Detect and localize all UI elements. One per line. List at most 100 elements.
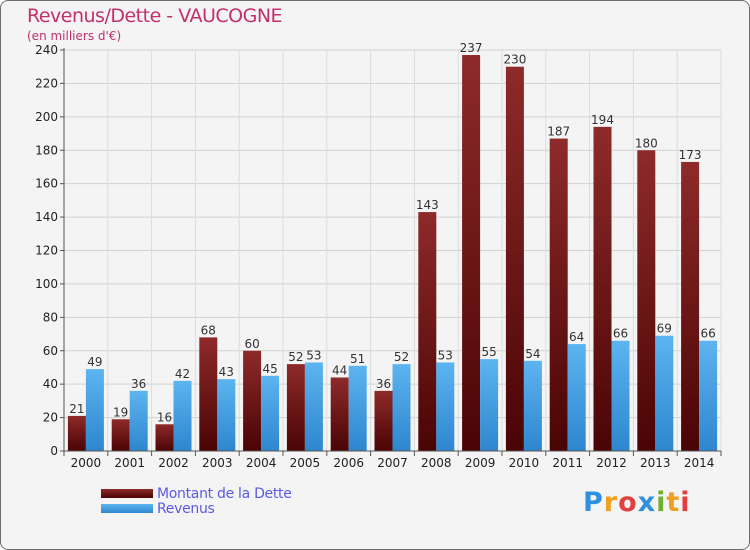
y-tick-label: 40	[43, 377, 58, 391]
legend-label-revenue: Revenus	[157, 500, 215, 517]
bar-revenue	[129, 390, 148, 451]
y-tick-label: 0	[50, 444, 58, 458]
legend: Montant de la Dette Revenus	[101, 485, 292, 517]
bar-revenue	[480, 359, 499, 451]
logo-letter: P	[583, 487, 604, 518]
bar-revenue-value-label: 53	[306, 348, 321, 362]
proxiti-logo: Proxiti	[583, 487, 691, 518]
bar-revenue	[261, 375, 280, 451]
x-tick-label: 2001	[114, 456, 145, 470]
bar-debt-value-label: 21	[69, 402, 84, 416]
logo-letter: i	[680, 487, 691, 518]
bar-debt-value-label: 180	[635, 136, 658, 150]
bar-revenue-value-label: 42	[175, 367, 190, 381]
chart-subtitle: (en milliers d'€)	[27, 29, 122, 43]
bar-debt-value-label: 230	[503, 53, 526, 67]
legend-item-debt: Montant de la Dette	[101, 485, 292, 502]
bar-revenue	[392, 364, 411, 451]
x-tick-label: 2014	[684, 456, 715, 470]
x-tick-label: 2008	[421, 456, 452, 470]
bar-debt-value-label: 68	[201, 323, 216, 337]
y-tick-label: 100	[35, 277, 58, 291]
bar-revenue	[523, 360, 542, 451]
bar-revenue	[348, 365, 367, 451]
bar-debt	[462, 55, 481, 451]
bar-revenue-value-label: 69	[657, 322, 672, 336]
bar-revenue-value-label: 55	[481, 345, 496, 359]
bar-revenue	[217, 379, 236, 451]
bar-revenue	[304, 362, 323, 451]
bar-debt	[593, 126, 612, 451]
bar-revenue	[611, 340, 630, 451]
bar-revenue-value-label: 66	[613, 327, 628, 341]
bar-debt	[286, 364, 305, 451]
legend-label-debt: Montant de la Dette	[157, 485, 292, 502]
bar-revenue	[699, 340, 718, 451]
x-tick-label: 2006	[333, 456, 364, 470]
legend-item-revenue: Revenus	[101, 500, 292, 517]
bar-debt	[374, 390, 393, 451]
logo-letter: i	[656, 487, 667, 518]
bar-revenue	[567, 344, 586, 451]
bar-debt-value-label: 194	[591, 113, 614, 127]
y-tick-label: 160	[35, 177, 58, 191]
bar-debt	[199, 337, 218, 451]
bar-debt-value-label: 44	[332, 363, 347, 377]
bar-revenue-value-label: 53	[438, 348, 453, 362]
y-tick-label: 140	[35, 210, 58, 224]
x-tick-label: 2000	[71, 456, 102, 470]
bar-debt	[155, 424, 174, 451]
chart-title: Revenus/Dette - VAUCOGNE	[27, 5, 283, 27]
y-tick-label: 80	[43, 310, 58, 324]
y-tick-label: 120	[35, 244, 58, 258]
legend-swatch-debt	[101, 489, 153, 498]
y-tick-label: 20	[43, 411, 58, 425]
y-tick-label: 220	[35, 76, 58, 90]
logo-letter: r	[603, 487, 619, 518]
x-tick-label: 2005	[290, 456, 321, 470]
axes: 0 20 40 60 80 100 120 140 160 180 200 220 240 2000 200…	[35, 43, 722, 470]
bar-revenue-value-label: 43	[219, 365, 234, 379]
y-tick-label: 240	[35, 43, 58, 57]
x-tick-label: 2013	[640, 456, 671, 470]
bar-revenue-value-label: 49	[87, 355, 102, 369]
logo-letter: x	[637, 487, 657, 518]
x-tick-label: 2012	[596, 456, 627, 470]
x-tick-label: 2011	[552, 456, 583, 470]
bar-debt-value-label: 52	[288, 350, 303, 364]
bar-debt-value-label: 187	[547, 125, 570, 139]
y-tick-label: 60	[43, 344, 58, 358]
x-tick-label: 2010	[509, 456, 540, 470]
bar-revenue-value-label: 45	[262, 362, 277, 376]
bar-revenue-value-label: 64	[569, 330, 584, 344]
bar-revenue	[436, 362, 455, 451]
bar-debt-value-label: 19	[113, 405, 128, 419]
y-tick-label: 180	[35, 143, 58, 157]
bar-debt	[418, 212, 437, 451]
x-tick-label: 2009	[465, 456, 496, 470]
bar-debt	[243, 350, 262, 451]
legend-swatch-revenue	[101, 504, 153, 513]
bar-debt-value-label: 16	[157, 410, 172, 424]
bar-debt-value-label: 237	[460, 41, 483, 55]
bar-debt	[549, 138, 568, 451]
x-tick-label: 2004	[246, 456, 277, 470]
x-tick-label: 2002	[158, 456, 189, 470]
bar-revenue-value-label: 54	[525, 347, 540, 361]
bar-debt	[637, 150, 656, 451]
bar-debt-value-label: 36	[376, 377, 391, 391]
x-tick-label: 2007	[377, 456, 408, 470]
x-tick-label: 2003	[202, 456, 233, 470]
bar-debt	[111, 419, 130, 451]
bar-revenue-value-label: 66	[700, 327, 715, 341]
y-tick-label: 200	[35, 110, 58, 124]
logo-letter: t	[666, 487, 681, 518]
bar-debt	[67, 415, 86, 451]
bar-revenue-value-label: 36	[131, 377, 146, 391]
bar-revenue	[655, 335, 674, 451]
bar-debt	[681, 161, 700, 451]
bar-revenue	[85, 369, 104, 451]
